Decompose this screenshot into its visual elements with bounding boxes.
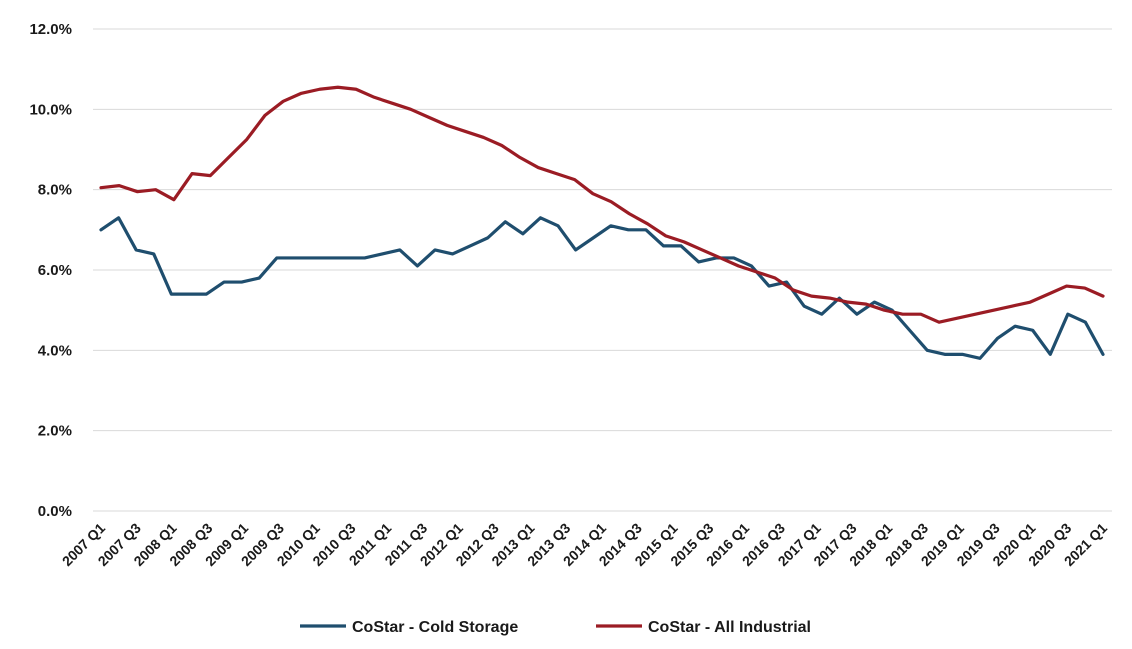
legend: CoStar - Cold Storage CoStar - All Indus… — [300, 619, 811, 636]
y-tick-label: 12.0% — [29, 21, 72, 38]
y-tick-label: 2.0% — [38, 423, 72, 440]
y-tick-label: 0.0% — [38, 503, 72, 520]
legend-label-cold-storage: CoStar - Cold Storage — [352, 619, 518, 636]
y-tick-label: 8.0% — [38, 182, 72, 199]
series-line-costar-cold-storage — [99, 216, 1105, 360]
series-line-costar-all-industrial — [99, 85, 1105, 324]
legend-item-all-industrial: CoStar - All Industrial — [596, 619, 811, 636]
y-tick-label: 4.0% — [38, 342, 72, 359]
y-tick-label: 6.0% — [38, 262, 72, 279]
y-axis-ticks: 0.0% 2.0% 4.0% 6.0% 8.0% 10.0% 12.0% — [29, 21, 72, 520]
gridlines — [93, 28, 1112, 512]
series-lines — [99, 85, 1105, 360]
legend-label-all-industrial: CoStar - All Industrial — [648, 619, 811, 636]
legend-item-cold-storage: CoStar - Cold Storage — [300, 619, 518, 636]
y-tick-label: 10.0% — [29, 101, 72, 118]
